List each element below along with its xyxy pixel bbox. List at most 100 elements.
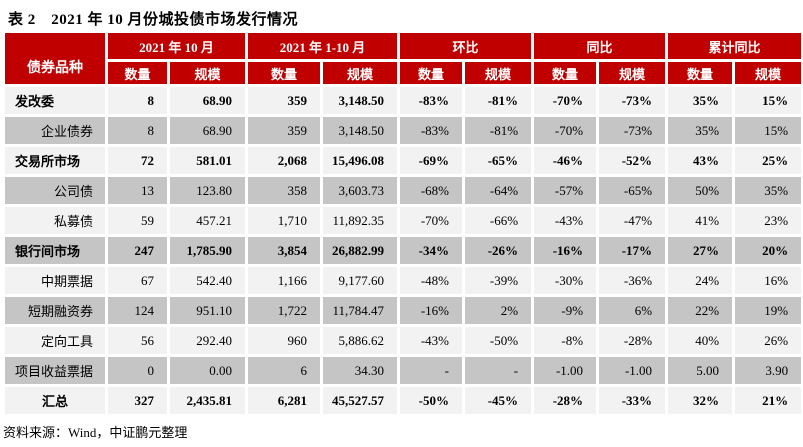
subheader-count: 数量 xyxy=(534,62,597,84)
cell: 35% xyxy=(668,117,733,144)
subheader-count: 数量 xyxy=(668,62,733,84)
table-row: 短期融资券 124 951.10 1,722 11,784.47 -16% 2% -9% 6% 2… xyxy=(5,297,802,324)
subheader-scale: 规模 xyxy=(599,62,666,84)
cell: 5,886.62 xyxy=(323,327,398,354)
cell: 59 xyxy=(108,207,167,234)
group-header-row: 债券品种 2021 年 10 月 2021 年 1-10 月环比 同比 累计同比 xyxy=(5,33,802,84)
cell: 15,496.08 xyxy=(323,147,398,174)
cell: -26% xyxy=(465,237,532,264)
cell: -30% xyxy=(534,267,597,294)
cell: 9,177.60 xyxy=(323,267,398,294)
cell: -48% xyxy=(400,267,463,294)
cell: -65% xyxy=(599,177,666,204)
cell: 72 xyxy=(108,147,167,174)
table-row: 私募债 59 457.21 1,710 11,892.35 -70% -66% -43% -47… xyxy=(5,207,802,234)
subheader-scale: 规模 xyxy=(735,62,802,84)
row-label: 定向工具 xyxy=(5,327,105,354)
cell: 25% xyxy=(735,147,802,174)
cell: - xyxy=(400,357,463,384)
cell: 34.30 xyxy=(323,357,398,384)
cell: 16% xyxy=(735,267,802,294)
cell: 1,166 xyxy=(248,267,321,294)
table-row: 汇总 327 2,435.81 6,281 45,527.57 -50% -45% -28% -… xyxy=(5,387,802,414)
cell: 19% xyxy=(735,297,802,324)
cell: 35% xyxy=(735,177,802,204)
cell: 951.10 xyxy=(170,297,246,324)
subheader-scale: 规模 xyxy=(170,62,246,84)
subheader-row: 数量 规模 数量 规模 数量 规模 数量 规模 数量 规模 xyxy=(5,62,802,84)
cell: -17% xyxy=(599,237,666,264)
cell: 3,603.73 xyxy=(323,177,398,204)
cell: 26% xyxy=(735,327,802,354)
cell: 68.90 xyxy=(170,117,246,144)
cell: -1.00 xyxy=(599,357,666,384)
cell: 359 xyxy=(248,117,321,144)
cell: - xyxy=(465,357,532,384)
row-label: 发改委 xyxy=(5,87,105,114)
row-label: 汇总 xyxy=(5,387,105,414)
cell: 15% xyxy=(735,117,802,144)
cell: 457.21 xyxy=(170,207,246,234)
cell: 3,148.50 xyxy=(323,87,398,114)
subheader-scale: 规模 xyxy=(323,62,398,84)
subheader-count: 数量 xyxy=(108,62,167,84)
cell: -70% xyxy=(534,117,597,144)
cell: 35% xyxy=(668,87,733,114)
cell: 8 xyxy=(108,87,167,114)
cell: 41% xyxy=(668,207,733,234)
cell: -16% xyxy=(400,297,463,324)
cell: 542.40 xyxy=(170,267,246,294)
cell: -28% xyxy=(534,387,597,414)
cell: -73% xyxy=(599,117,666,144)
cell: 21% xyxy=(735,387,802,414)
cell: 358 xyxy=(248,177,321,204)
table-row: 交易所市场 72 581.01 2,068 15,496.08 -69% -65% -46% -… xyxy=(5,147,802,174)
cell: 2% xyxy=(465,297,532,324)
cell: 27% xyxy=(668,237,733,264)
cell: 15% xyxy=(735,87,802,114)
cell: 123.80 xyxy=(170,177,246,204)
cell: 24% xyxy=(668,267,733,294)
cell: -47% xyxy=(599,207,666,234)
cell: -39% xyxy=(465,267,532,294)
table-row: 企业债券 8 68.90 359 3,148.50 -83% -81% -70% -73% 35%… xyxy=(5,117,802,144)
cell: 359 xyxy=(248,87,321,114)
table-row: 公司债 13 123.80 358 3,603.73 -68% -64% -57% -65% 50… xyxy=(5,177,802,204)
cell: -81% xyxy=(465,87,532,114)
table-row: 发改委 8 68.90 359 3,148.50 -83% -81% -70% -73% 35% 1… xyxy=(5,87,802,114)
cell: -68% xyxy=(400,177,463,204)
cell: 11,784.47 xyxy=(323,297,398,324)
row-label: 交易所市场 xyxy=(5,147,105,174)
group-header: 环比 xyxy=(400,33,532,59)
cell: 20% xyxy=(735,237,802,264)
group-header: 累计同比 xyxy=(668,33,802,59)
subheader-scale: 规模 xyxy=(465,62,532,84)
row-label: 公司债 xyxy=(5,177,105,204)
cell: -81% xyxy=(465,117,532,144)
cell: 2,435.81 xyxy=(170,387,246,414)
cell: 50% xyxy=(668,177,733,204)
cell: -70% xyxy=(534,87,597,114)
cell: -28% xyxy=(599,327,666,354)
cell: 8 xyxy=(108,117,167,144)
cell: -46% xyxy=(534,147,597,174)
cell: -50% xyxy=(400,387,463,414)
cell: -50% xyxy=(465,327,532,354)
cell: -9% xyxy=(534,297,597,324)
table-row: 银行间市场 247 1,785.90 3,854 26,882.99 -34% -26% -1… xyxy=(5,237,802,264)
source-note: 资料来源：Wind，中证鹏元整理 xyxy=(3,425,188,440)
cell: 5.00 xyxy=(668,357,733,384)
cell: 960 xyxy=(248,327,321,354)
cell: 56 xyxy=(108,327,167,354)
cell: -83% xyxy=(400,117,463,144)
cell: -16% xyxy=(534,237,597,264)
cell: -57% xyxy=(534,177,597,204)
group-header: 2021 年 10 月 xyxy=(108,33,246,59)
cell: 40% xyxy=(668,327,733,354)
cell: -69% xyxy=(400,147,463,174)
cell: -65% xyxy=(465,147,532,174)
cell: -8% xyxy=(534,327,597,354)
cell: 6,281 xyxy=(248,387,321,414)
table-body: 发改委 8 68.90 359 3,148.50 -83% -81% -70% -73% 35% 1… xyxy=(5,87,802,414)
table-row: 中期票据 67 542.40 1,166 9,177.60 -48% -39% -30% -36… xyxy=(5,267,802,294)
